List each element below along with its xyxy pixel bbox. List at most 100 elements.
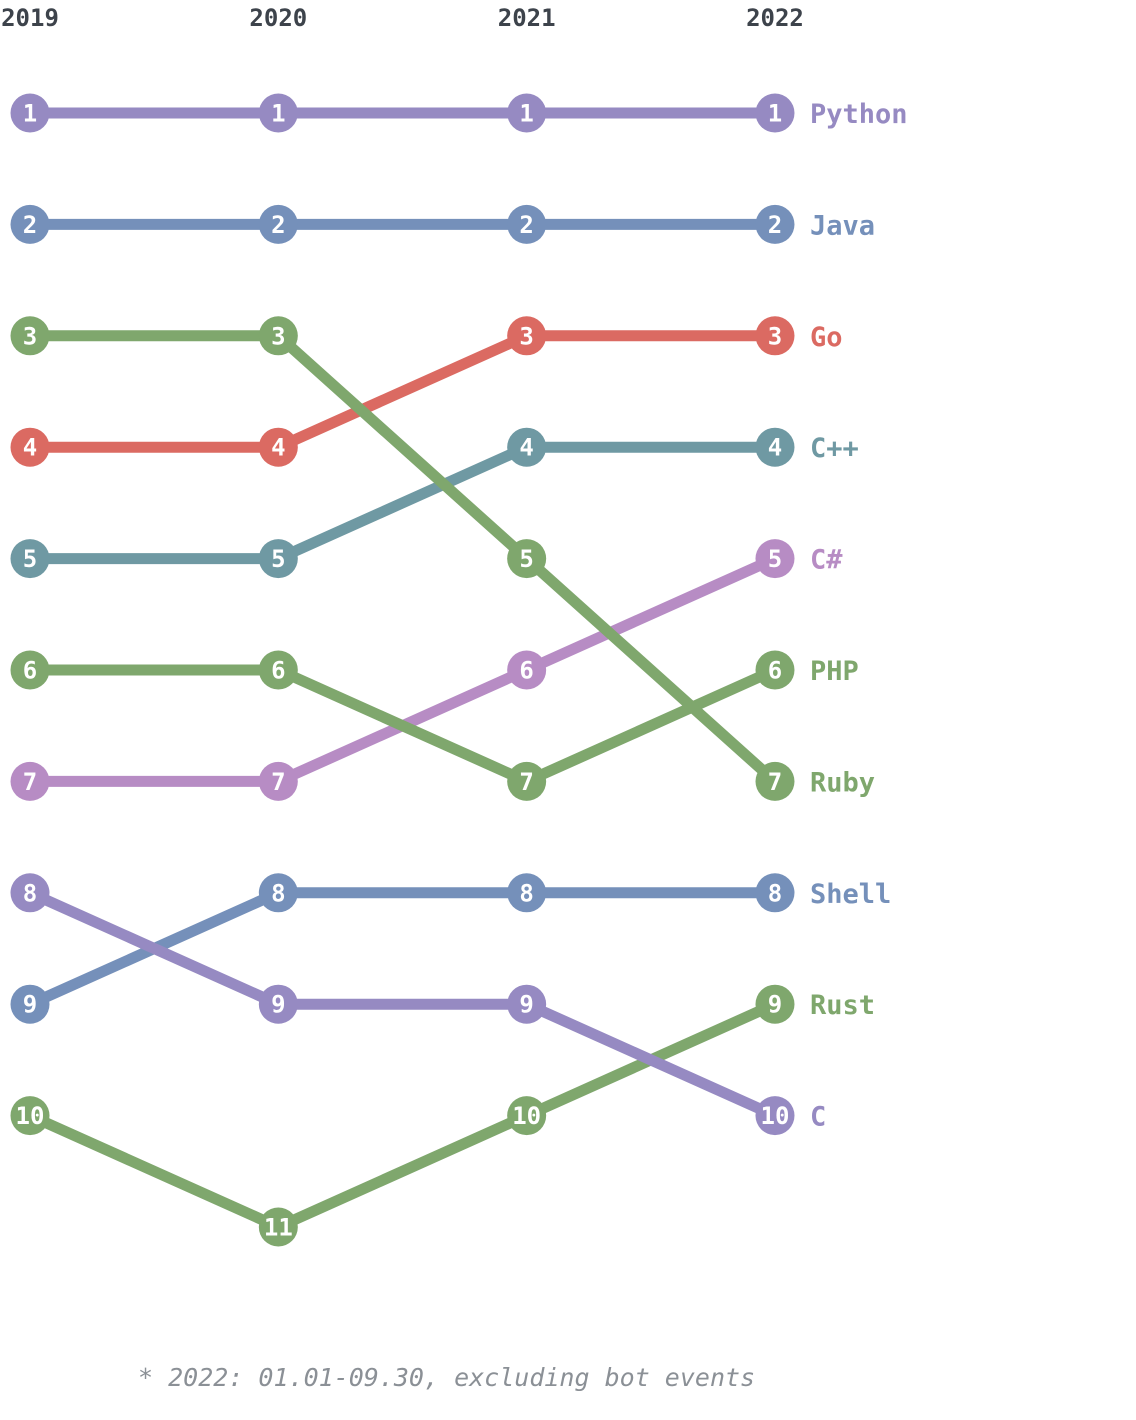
rank-number-csharp-2021: 6: [519, 657, 533, 685]
rank-node-rust-2020: [258, 1207, 298, 1247]
rank-number-php-2019: 6: [23, 657, 37, 685]
series-label-ruby: Ruby: [810, 767, 875, 798]
rank-node-go-2021: [507, 316, 547, 356]
rank-node-ruby-2022: [755, 761, 795, 801]
rank-node-java-2020: [258, 204, 298, 244]
rank-node-c-2022: [755, 1096, 795, 1136]
rank-node-ruby-2020: [258, 316, 298, 356]
rank-number-shell-2020: 8: [271, 879, 285, 907]
series-label-c: C: [810, 1102, 826, 1133]
rank-node-rust-2021: [507, 1096, 547, 1136]
series-line-go: [30, 330, 775, 453]
rank-number-php-2021: 7: [519, 768, 533, 796]
series-label-csharp: C#: [810, 545, 843, 576]
rank-number-python-2020: 1: [271, 100, 285, 128]
rank-number-go-2020: 4: [271, 434, 285, 462]
rank-number-shell-2022: 8: [768, 879, 782, 907]
rank-node-python-2022: [755, 93, 795, 133]
rank-number-cpp-2021: 4: [519, 434, 533, 462]
year-label-2022: 2022: [746, 4, 804, 32]
rank-node-go-2020: [258, 427, 298, 467]
rank-number-ruby-2022: 7: [768, 768, 782, 796]
rank-node-rust-2019: [10, 1096, 50, 1136]
rank-number-cpp-2020: 5: [271, 545, 285, 573]
series-label-shell: Shell: [810, 879, 891, 910]
rank-number-rust-2020: 11: [264, 1214, 293, 1242]
rank-number-rust-2021: 10: [512, 1102, 541, 1130]
rank-number-java-2019: 2: [23, 211, 37, 239]
rank-number-ruby-2021: 5: [519, 545, 533, 573]
rank-node-csharp-2020: [258, 761, 298, 801]
rank-node-csharp-2022: [755, 539, 795, 579]
rank-node-ruby-2021: [507, 539, 547, 579]
rank-node-python-2019: [10, 93, 50, 133]
rank-node-csharp-2021: [507, 650, 547, 690]
rank-number-java-2022: 2: [768, 211, 782, 239]
rank-number-csharp-2019: 7: [23, 768, 37, 796]
rank-node-cpp-2021: [507, 427, 547, 467]
rank-number-go-2019: 4: [23, 434, 37, 462]
rank-node-python-2020: [258, 93, 298, 133]
rank-node-python-2021: [507, 93, 547, 133]
series-line-ruby: [30, 330, 779, 786]
rank-number-rust-2019: 10: [16, 1102, 45, 1130]
rank-number-c-2022: 10: [761, 1102, 790, 1130]
rank-number-python-2019: 1: [23, 100, 37, 128]
rank-node-go-2022: [755, 316, 795, 356]
rank-node-c-2019: [10, 873, 50, 913]
rank-node-php-2021: [507, 761, 547, 801]
series-label-java: Java: [810, 210, 875, 241]
year-label-2021: 2021: [498, 4, 556, 32]
rank-number-java-2021: 2: [519, 211, 533, 239]
rank-node-ruby-2019: [10, 316, 50, 356]
rank-node-shell-2019: [10, 984, 50, 1024]
rank-number-ruby-2019: 3: [23, 322, 37, 350]
series-label-python: Python: [810, 99, 908, 130]
rank-number-cpp-2019: 5: [23, 545, 37, 573]
rank-node-php-2020: [258, 650, 298, 690]
series-label-rust: Rust: [810, 990, 875, 1021]
rank-node-cpp-2020: [258, 539, 298, 579]
rank-node-c-2021: [507, 984, 547, 1024]
rank-number-python-2021: 1: [519, 100, 533, 128]
rank-number-c-2020: 9: [271, 991, 285, 1019]
rank-node-php-2019: [10, 650, 50, 690]
rank-node-c-2020: [258, 984, 298, 1024]
rank-node-java-2019: [10, 204, 50, 244]
rank-node-cpp-2022: [755, 427, 795, 467]
rank-node-java-2022: [755, 204, 795, 244]
year-label-2019: 2019: [1, 4, 59, 32]
rank-number-go-2022: 3: [768, 322, 782, 350]
rank-node-go-2019: [10, 427, 50, 467]
series-line-c: [27, 887, 778, 1121]
rank-node-csharp-2019: [10, 761, 50, 801]
rank-number-rust-2022: 9: [768, 991, 782, 1019]
series-line-rust: [27, 999, 778, 1234]
rank-number-go-2021: 3: [519, 322, 533, 350]
rank-node-rust-2022: [755, 984, 795, 1024]
rank-number-php-2020: 6: [271, 657, 285, 685]
rank-number-csharp-2020: 7: [271, 768, 285, 796]
rank-number-ruby-2020: 3: [271, 322, 285, 350]
series-label-php: PHP: [810, 656, 859, 687]
series-label-go: Go: [810, 322, 843, 353]
rank-number-c-2021: 9: [519, 991, 533, 1019]
rank-node-shell-2021: [507, 873, 547, 913]
rank-number-python-2022: 1: [768, 100, 782, 128]
rank-number-shell-2021: 8: [519, 879, 533, 907]
rank-node-php-2022: [755, 650, 795, 690]
rank-number-java-2020: 2: [271, 211, 285, 239]
series-line-cpp: [30, 441, 775, 565]
series-label-cpp: C++: [810, 433, 859, 464]
rank-node-java-2021: [507, 204, 547, 244]
rank-number-c-2019: 8: [23, 879, 37, 907]
rank-node-cpp-2019: [10, 539, 50, 579]
rank-number-shell-2019: 9: [23, 991, 37, 1019]
rank-number-csharp-2022: 5: [768, 545, 782, 573]
chart-footnote: * 2022: 01.01-09.30, excluding bot event…: [138, 1363, 755, 1392]
series-line-php: [30, 664, 778, 788]
rank-number-php-2022: 6: [768, 657, 782, 685]
year-label-2020: 2020: [249, 4, 307, 32]
